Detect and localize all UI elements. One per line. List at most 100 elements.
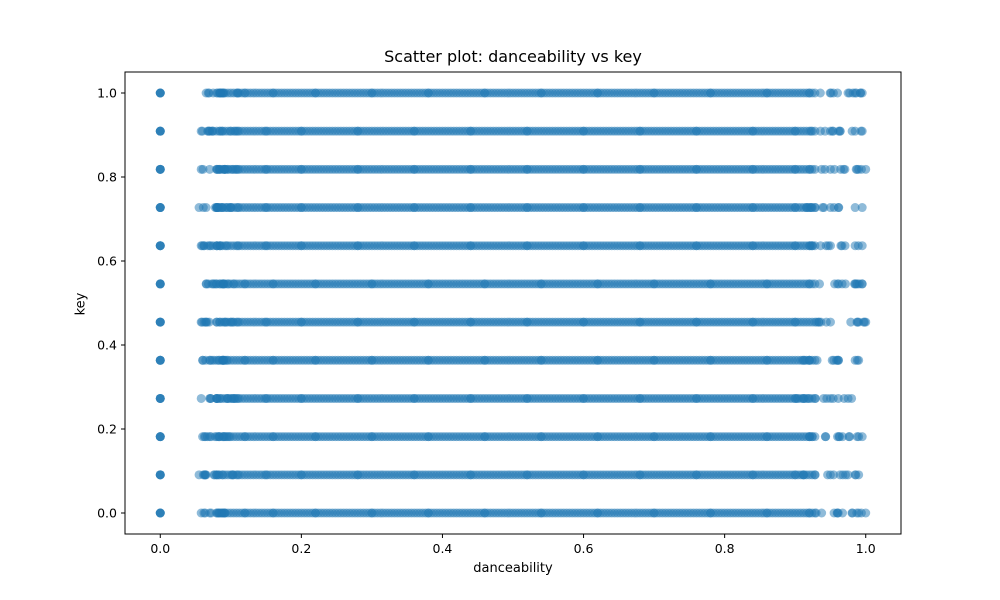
scatter-point bbox=[817, 508, 827, 518]
scatter-point bbox=[353, 203, 363, 213]
scatter-point bbox=[213, 164, 223, 174]
scatter-point bbox=[860, 317, 870, 327]
y-tick-label: 0.0 bbox=[97, 506, 117, 521]
scatter-point bbox=[798, 393, 808, 403]
scatter-point bbox=[748, 203, 758, 213]
scatter-point bbox=[233, 241, 243, 251]
scatter-point bbox=[790, 317, 800, 327]
scatter-point bbox=[296, 470, 306, 480]
scatter-point bbox=[367, 88, 377, 98]
scatter-point bbox=[196, 393, 206, 403]
scatter-point bbox=[810, 470, 820, 480]
scatter-point bbox=[833, 508, 843, 518]
scatter-point bbox=[706, 88, 716, 98]
y-tick-label: 1.0 bbox=[97, 86, 117, 101]
scatter-point bbox=[579, 203, 589, 213]
scatter-point bbox=[466, 241, 476, 251]
scatter-point bbox=[203, 88, 213, 98]
scatter-point bbox=[223, 393, 233, 403]
scatter-point bbox=[522, 164, 532, 174]
scatter-point bbox=[466, 126, 476, 136]
scatter-point bbox=[233, 203, 243, 213]
scatter-point bbox=[748, 470, 758, 480]
scatter-point bbox=[480, 88, 490, 98]
scatter-point bbox=[261, 317, 271, 327]
scatter-point bbox=[820, 164, 830, 174]
scatter-point bbox=[480, 279, 490, 289]
scatter-point bbox=[748, 164, 758, 174]
scatter-point bbox=[851, 279, 861, 289]
scatter-point bbox=[579, 126, 589, 136]
scatter-point bbox=[212, 393, 222, 403]
scatter-point bbox=[367, 279, 377, 289]
x-tick-label: 0.2 bbox=[291, 541, 311, 556]
scatter-point bbox=[353, 393, 363, 403]
scatter-point bbox=[199, 432, 209, 442]
scatter-point bbox=[310, 355, 320, 365]
scatter-point bbox=[198, 164, 208, 174]
scatter-point bbox=[852, 432, 862, 442]
scatter-point bbox=[310, 432, 320, 442]
scatter-point bbox=[296, 164, 306, 174]
scatter-point bbox=[201, 279, 211, 289]
scatter-point bbox=[815, 88, 825, 98]
scatter-point bbox=[536, 432, 546, 442]
scatter-point bbox=[579, 164, 589, 174]
scatter-point bbox=[835, 470, 845, 480]
scatter-point bbox=[818, 203, 828, 213]
scatter-point bbox=[706, 279, 716, 289]
scatter-point bbox=[635, 241, 645, 251]
scatter-point bbox=[215, 317, 225, 327]
scatter-point bbox=[850, 203, 860, 213]
scatter-point-zero bbox=[155, 126, 165, 136]
scatter-point bbox=[691, 164, 701, 174]
scatter-point bbox=[536, 279, 546, 289]
scatter-point bbox=[240, 88, 250, 98]
scatter-point bbox=[804, 355, 814, 365]
scatter-point bbox=[367, 508, 377, 518]
scatter-point bbox=[635, 470, 645, 480]
scatter-point bbox=[409, 203, 419, 213]
scatter-point bbox=[847, 393, 857, 403]
scatter-point-zero bbox=[155, 355, 165, 365]
scatter-point bbox=[748, 317, 758, 327]
scatter-point bbox=[409, 241, 419, 251]
scatter-point bbox=[635, 393, 645, 403]
scatter-point bbox=[409, 393, 419, 403]
scatter-point bbox=[635, 317, 645, 327]
scatter-point bbox=[853, 317, 863, 327]
scatter-point bbox=[649, 508, 659, 518]
scatter-point bbox=[847, 126, 857, 136]
scatter-point-zero bbox=[155, 317, 165, 327]
scatter-point bbox=[261, 241, 271, 251]
scatter-point bbox=[855, 88, 865, 98]
scatter-point bbox=[268, 88, 278, 98]
scatter-point bbox=[261, 126, 271, 136]
scatter-point bbox=[522, 470, 532, 480]
x-tick-label: 0.8 bbox=[715, 541, 735, 556]
scatter-point bbox=[691, 126, 701, 136]
scatter-point bbox=[228, 470, 238, 480]
scatter-point bbox=[649, 355, 659, 365]
scatter-point bbox=[852, 508, 862, 518]
scatter-point bbox=[207, 355, 217, 365]
chart-title: Scatter plot: danceability vs key bbox=[384, 47, 642, 66]
scatter-point bbox=[593, 432, 603, 442]
scatter-point bbox=[197, 241, 207, 251]
scatter-point bbox=[748, 126, 758, 136]
scatter-point bbox=[836, 241, 846, 251]
scatter-point bbox=[762, 279, 772, 289]
scatter-point bbox=[240, 508, 250, 518]
scatter-point bbox=[579, 317, 589, 327]
scatter-point bbox=[240, 432, 250, 442]
scatter-point bbox=[821, 317, 831, 327]
scatter-point bbox=[593, 279, 603, 289]
scatter-point bbox=[480, 355, 490, 365]
scatter-point-zero bbox=[155, 164, 165, 174]
scatter-point bbox=[229, 393, 239, 403]
scatter-point bbox=[822, 393, 832, 403]
scatter-point bbox=[579, 241, 589, 251]
scatter-point bbox=[268, 279, 278, 289]
scatter-point bbox=[353, 241, 363, 251]
